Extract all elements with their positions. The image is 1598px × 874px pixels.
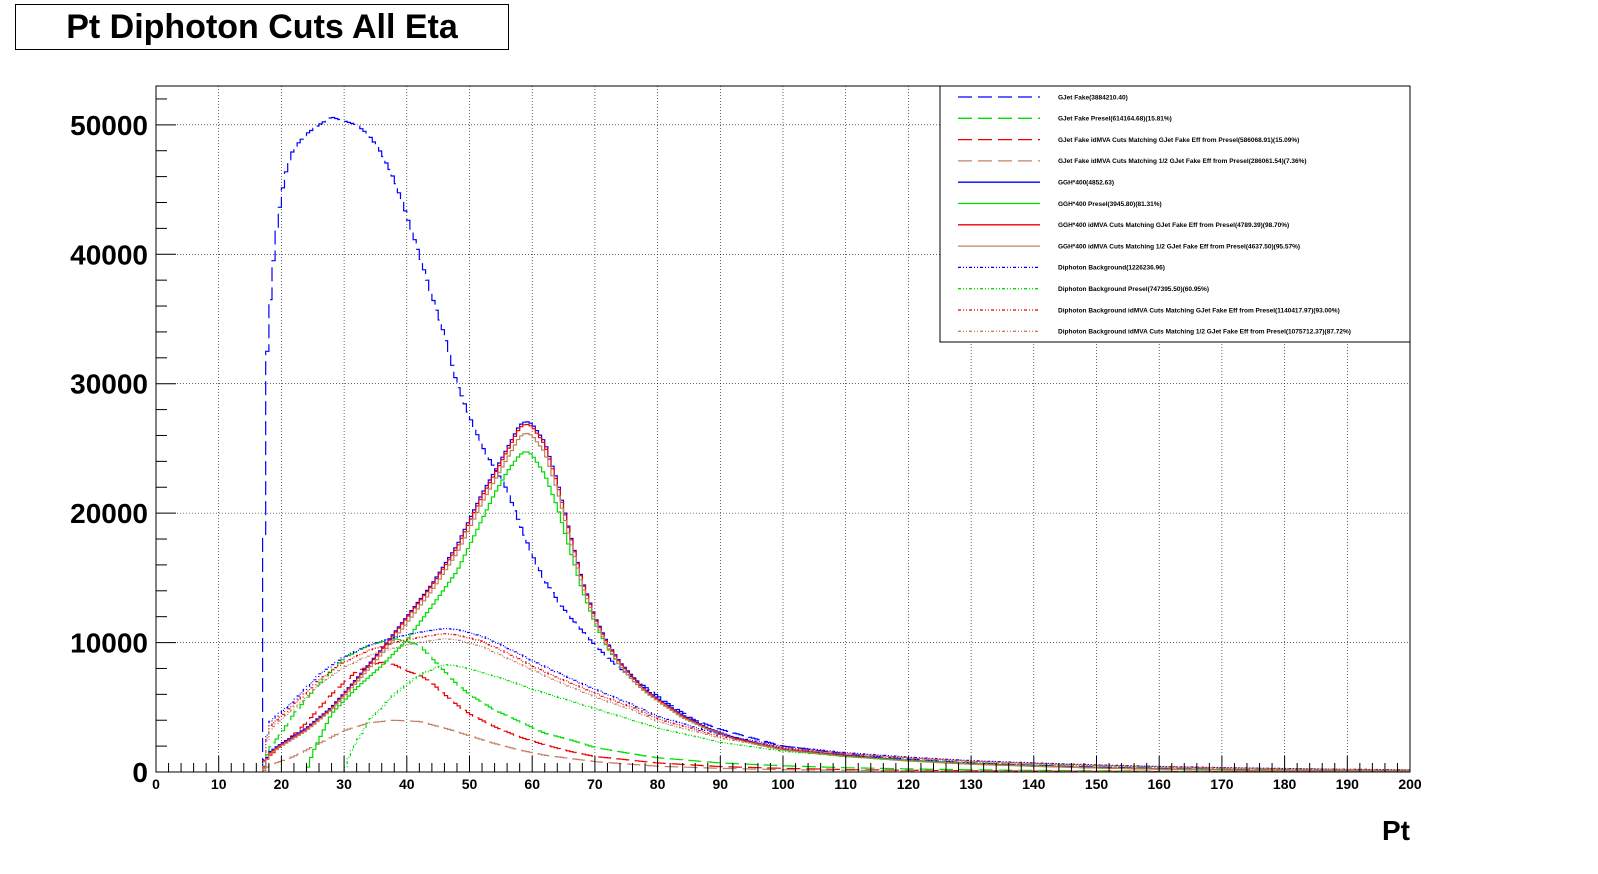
series-line-8: [262, 432, 1410, 772]
axis-ticks: [155, 98, 1411, 773]
x-tick-label: 20: [274, 776, 290, 792]
x-tick-label: 110: [834, 776, 857, 792]
x-tick-label: 70: [587, 776, 603, 792]
x-tick-label: 190: [1336, 776, 1360, 792]
x-tick-label: 0: [152, 776, 160, 792]
legend-entry: Diphoton Background Presel(747395.50)(60…: [1058, 286, 1209, 293]
x-tick-label: 120: [897, 776, 921, 792]
x-tick-label: 140: [1022, 776, 1046, 792]
x-tick-label: 10: [211, 776, 227, 792]
legend-entry: GGH*400(4852.63): [1058, 180, 1114, 187]
x-tick-label: 80: [650, 776, 666, 792]
x-tick-label: 50: [462, 776, 478, 792]
x-tick-label: 180: [1273, 776, 1297, 792]
x-tick-label: 130: [959, 776, 983, 792]
y-tick-label: 20000: [70, 498, 148, 529]
axis-labels: 0 10 20 30 40 50 60 70 80 90 100 110 120 130 140 150 160…: [70, 110, 1422, 846]
legend-box: [939, 85, 1411, 343]
series-line-5: [262, 421, 1410, 772]
legend-entry: GGH*400 idMVA Cuts Matching 1/2 GJet Fak…: [1058, 243, 1300, 250]
x-tick-label: 150: [1085, 776, 1109, 792]
series-line-4: [262, 719, 1410, 773]
legend-entry: GJet Fake idMVA Cuts Matching GJet Fake …: [1058, 137, 1299, 144]
legend-entry: Diphoton Background(1226236.96): [1058, 265, 1165, 272]
y-tick-label: 30000: [70, 369, 148, 400]
legend-entry: GJet Fake Presel(614164.68)(15.81%): [1058, 116, 1172, 123]
chart-title-box: Pt Diphoton Cuts All Eta: [15, 4, 509, 50]
x-tick-label: 40: [399, 776, 415, 792]
series-line-12: [262, 638, 1410, 772]
x-tick-label: 100: [771, 776, 795, 792]
x-tick-label: 90: [713, 776, 729, 792]
x-tick-label: 60: [524, 776, 540, 792]
x-tick-label: 200: [1398, 776, 1422, 792]
legend-entry: GGH*400 Presel(3945.80)(81.31%): [1058, 201, 1162, 208]
y-tick-label: 40000: [70, 239, 148, 270]
x-axis-title: Pt: [1382, 815, 1410, 846]
y-tick-label: 0: [132, 757, 148, 788]
chart-title: Pt Diphoton Cuts All Eta: [66, 7, 458, 46]
legend-entry: GJet Fake(3884210.40): [1058, 94, 1128, 101]
legend-entry: Diphoton Background idMVA Cuts Matching …: [1058, 307, 1340, 314]
legend: GJet Fake(3884210.40) GJet Fake Presel(61…: [939, 85, 1411, 343]
y-tick-label: 10000: [70, 628, 148, 659]
series-line-9: [262, 627, 1410, 772]
x-tick-label: 160: [1148, 776, 1172, 792]
y-tick-label: 50000: [70, 110, 148, 141]
series-line-6: [305, 451, 1410, 772]
series-line-7: [262, 423, 1410, 772]
x-tick-label: 30: [336, 776, 352, 792]
legend-entry: GJet Fake idMVA Cuts Matching 1/2 GJet F…: [1058, 158, 1307, 165]
x-tick-label: 170: [1210, 776, 1234, 792]
legend-entry: Diphoton Background idMVA Cuts Matching …: [1058, 329, 1351, 336]
legend-entry: GGH*400 idMVA Cuts Matching GJet Fake Ef…: [1058, 222, 1289, 229]
series-line-11: [262, 633, 1410, 772]
